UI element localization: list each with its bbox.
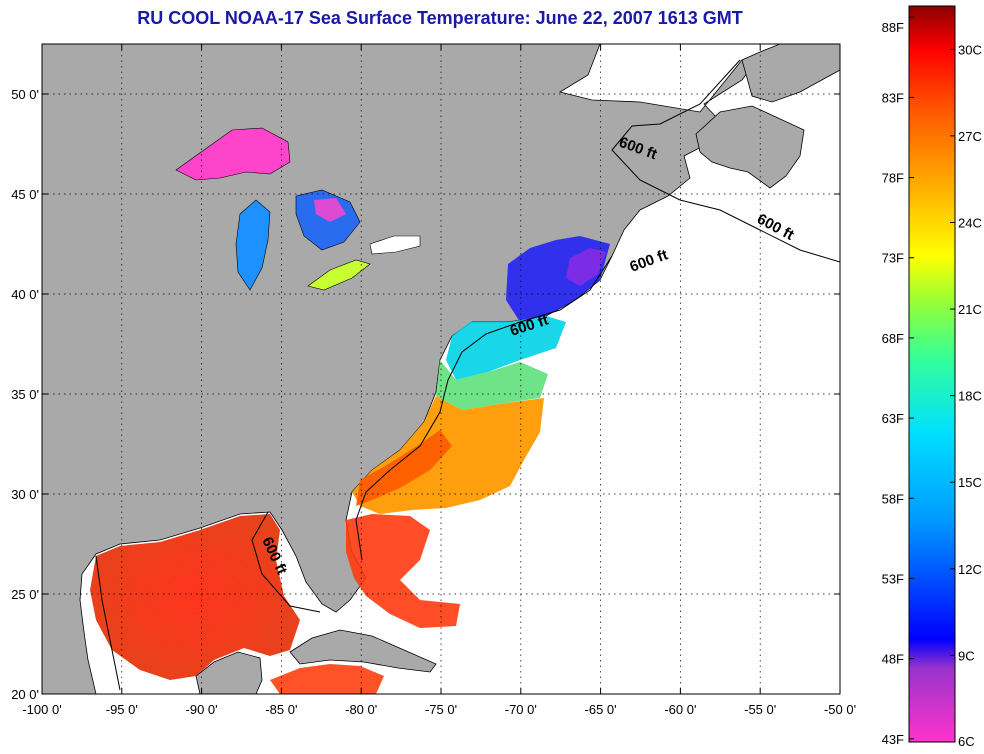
colorbar-label-f: 48F [882, 652, 904, 667]
colorbar-label-f: 83F [882, 90, 904, 105]
colorbar: 88F 83F 78F 73F 68F 63F 58F 53F 48F 43F 30C 27C 24C 2… [882, 5, 982, 749]
colorbar-label-f: 78F [882, 171, 904, 186]
lon-tick-label: -50 0' [824, 702, 856, 717]
lake-ontario [369, 235, 421, 255]
lon-tick-label: -70 0' [505, 702, 537, 717]
lat-tick-label: 50 0' [11, 87, 39, 102]
colorbar-label-c: 9C [958, 648, 975, 663]
land-newfoundland [695, 105, 805, 189]
colorbar-label-f: 73F [882, 251, 904, 266]
land-yucatan [195, 651, 263, 694]
colorbar-label-c: 27C [958, 129, 982, 144]
isobath-600ft [95, 59, 840, 691]
sst-caribbean [270, 664, 384, 694]
colorbar-label-f: 63F [882, 411, 904, 426]
lat-tick-label: 45 0' [11, 187, 39, 202]
colorbar-label-c: 30C [958, 42, 982, 57]
lon-tick-label: -60 0' [664, 702, 696, 717]
lat-tick-label: 40 0' [11, 287, 39, 302]
map-title: RU COOL NOAA-17 Sea Surface Temperature:… [137, 8, 743, 28]
sst-gulf-of-maine-violet [566, 248, 606, 286]
lat-tick-label: 20 0' [11, 687, 39, 702]
colorbar-label-f: 43F [882, 732, 904, 747]
lon-tick-label: -80 0' [345, 702, 377, 717]
sst-gulf-of-mexico [90, 514, 300, 680]
lon-tick-label: -90 0' [186, 702, 218, 717]
lon-tick-label: -100 0' [22, 702, 61, 717]
colorbar-label-c: 12C [958, 562, 982, 577]
colorbar-label-f: 58F [882, 491, 904, 506]
lon-tick-label: -55 0' [744, 702, 776, 717]
colorbar-scale [908, 5, 956, 743]
colorbar-label-f: 88F [882, 20, 904, 35]
axes: -100 0' -95 0' -90 0' -85 0' -80 0' -75 0' -70… [11, 44, 856, 717]
colorbar-label-c: 21C [958, 302, 982, 317]
lat-tick-label: 25 0' [11, 587, 39, 602]
land-labrador [741, 44, 840, 103]
colorbar-label-c: 6C [958, 734, 975, 749]
land-cuba [289, 629, 437, 673]
lake-erie [307, 259, 371, 291]
sst-shelf-cyan [446, 316, 566, 380]
colorbar-label-c: 24C [958, 215, 982, 230]
sst-florida-strait [346, 514, 460, 628]
lake-huron-pink [314, 198, 346, 222]
lat-tick-label: 35 0' [11, 387, 39, 402]
lake-michigan [235, 199, 271, 291]
colorbar-label-c: 18C [958, 389, 982, 404]
sst-gulf-stream-core [356, 430, 452, 506]
lon-tick-label: -85 0' [265, 702, 297, 717]
lon-tick-label: -65 0' [585, 702, 617, 717]
map-grid [42, 44, 840, 694]
lat-tick-label: 30 0' [11, 487, 39, 502]
sst-shelf-green [436, 360, 548, 410]
colorbar-label-c: 15C [958, 475, 982, 490]
colorbar-label-f: 53F [882, 571, 904, 586]
lon-tick-label: -75 0' [425, 702, 457, 717]
lon-tick-label: -95 0' [106, 702, 138, 717]
lake-superior [175, 127, 291, 181]
colorbar-label-f: 68F [882, 331, 904, 346]
